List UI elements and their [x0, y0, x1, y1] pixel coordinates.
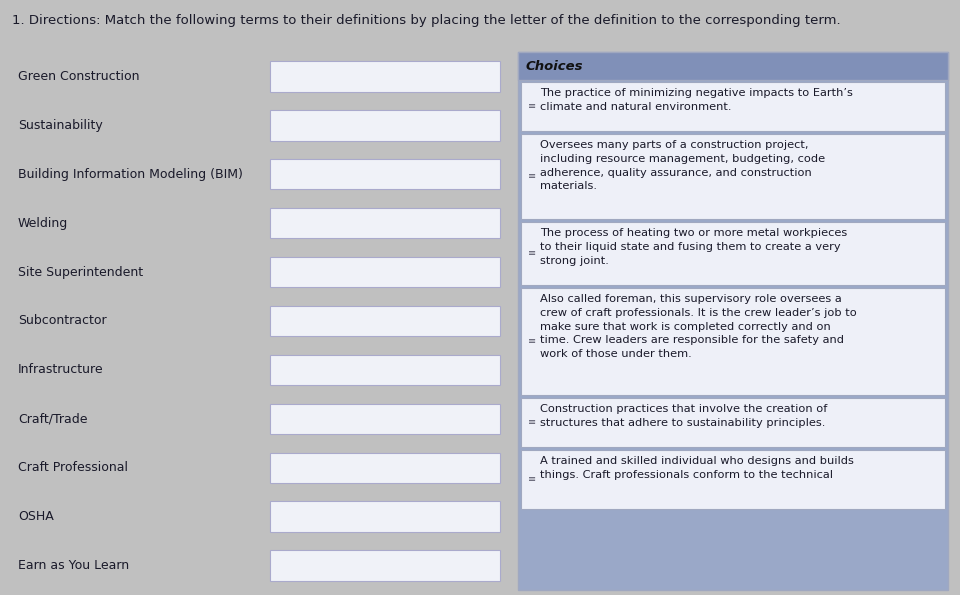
- Text: Craft Professional: Craft Professional: [18, 461, 128, 474]
- FancyBboxPatch shape: [270, 110, 500, 140]
- Text: Also called foreman, this supervisory role oversees a
crew of craft professional: Also called foreman, this supervisory ro…: [540, 295, 856, 359]
- FancyBboxPatch shape: [270, 355, 500, 385]
- Text: A trained and skilled individual who designs and builds
things. Craft profession: A trained and skilled individual who des…: [540, 456, 853, 480]
- FancyBboxPatch shape: [521, 397, 945, 446]
- FancyBboxPatch shape: [518, 52, 948, 80]
- FancyBboxPatch shape: [270, 502, 500, 532]
- Text: Construction practices that involve the creation of
structures that adhere to su: Construction practices that involve the …: [540, 405, 828, 428]
- Text: Welding: Welding: [18, 217, 68, 230]
- Text: ≡: ≡: [528, 474, 536, 484]
- FancyBboxPatch shape: [270, 61, 500, 92]
- Text: Subcontractor: Subcontractor: [18, 315, 107, 327]
- Text: 1. Directions: Match the following terms to their definitions by placing the let: 1. Directions: Match the following terms…: [12, 14, 841, 27]
- Text: Earn as You Learn: Earn as You Learn: [18, 559, 130, 572]
- Text: Sustainability: Sustainability: [18, 119, 103, 132]
- FancyBboxPatch shape: [270, 257, 500, 287]
- Text: ≡: ≡: [528, 417, 536, 427]
- Text: Choices: Choices: [526, 60, 584, 73]
- FancyBboxPatch shape: [270, 403, 500, 434]
- Text: Infrastructure: Infrastructure: [18, 364, 104, 377]
- FancyBboxPatch shape: [270, 208, 500, 239]
- Text: ≡: ≡: [528, 248, 536, 258]
- FancyBboxPatch shape: [270, 159, 500, 189]
- FancyBboxPatch shape: [521, 449, 945, 509]
- Text: OSHA: OSHA: [18, 510, 54, 523]
- Text: Green Construction: Green Construction: [18, 70, 139, 83]
- FancyBboxPatch shape: [270, 550, 500, 581]
- Text: Craft/Trade: Craft/Trade: [18, 412, 87, 425]
- Text: Building Information Modeling (BIM): Building Information Modeling (BIM): [18, 168, 243, 181]
- FancyBboxPatch shape: [521, 287, 945, 394]
- Text: Site Superintendent: Site Superintendent: [18, 265, 143, 278]
- Text: ≡: ≡: [528, 101, 536, 111]
- FancyBboxPatch shape: [521, 133, 945, 218]
- Text: ≡: ≡: [528, 336, 536, 346]
- FancyBboxPatch shape: [521, 221, 945, 284]
- Text: Oversees many parts of a construction project,
including resource management, bu: Oversees many parts of a construction pr…: [540, 140, 826, 192]
- FancyBboxPatch shape: [270, 453, 500, 483]
- FancyBboxPatch shape: [521, 82, 945, 130]
- FancyBboxPatch shape: [518, 52, 948, 590]
- Text: ≡: ≡: [528, 171, 536, 181]
- Text: The process of heating two or more metal workpieces
to their liquid state and fu: The process of heating two or more metal…: [540, 228, 848, 266]
- FancyBboxPatch shape: [270, 306, 500, 336]
- Text: The practice of minimizing negative impacts to Earth’s
climate and natural envir: The practice of minimizing negative impa…: [540, 89, 852, 112]
